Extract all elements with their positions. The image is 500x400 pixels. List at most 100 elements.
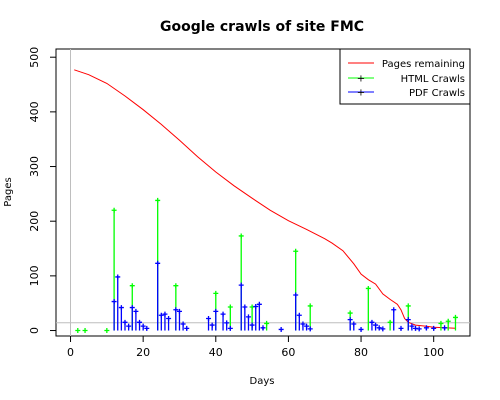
point-marker-html-crawls	[347, 310, 353, 316]
x-tick-label: 80	[354, 346, 368, 359]
point-marker-pdf-crawls	[416, 326, 422, 332]
point-marker-html-crawls	[365, 285, 371, 291]
y-tick-label: 100	[28, 265, 41, 286]
point-marker-html-crawls	[104, 328, 110, 334]
point-marker-pdf-crawls	[253, 303, 259, 309]
point-marker-pdf-crawls	[158, 312, 164, 318]
point-marker-pdf-crawls	[256, 301, 262, 307]
point-marker-pdf-crawls	[173, 307, 179, 313]
point-marker-pdf-crawls	[398, 325, 404, 331]
legend-label-pages-remaining: Pages remaining	[382, 59, 465, 70]
point-marker-html-crawls	[307, 303, 313, 309]
x-tick-label: 100	[423, 346, 444, 359]
x-tick-label: 0	[67, 346, 74, 359]
point-marker-pdf-crawls	[227, 325, 233, 331]
point-marker-html-crawls	[438, 320, 444, 326]
point-marker-pdf-crawls	[133, 308, 139, 314]
point-marker-html-crawls	[82, 328, 88, 334]
point-marker-pdf-crawls	[180, 321, 186, 327]
point-marker-pdf-crawls	[242, 304, 248, 310]
point-marker-pdf-crawls	[245, 314, 251, 320]
point-marker-pdf-crawls	[213, 308, 219, 314]
point-marker-pdf-crawls	[405, 317, 411, 323]
series-line-pages-remaining	[74, 69, 456, 329]
point-marker-pdf-crawls	[431, 325, 437, 331]
series-layer	[74, 69, 458, 334]
point-marker-pdf-crawls	[380, 326, 386, 332]
point-marker-pdf-crawls	[118, 305, 124, 311]
point-marker-pdf-crawls	[442, 325, 448, 331]
point-marker-html-crawls	[405, 303, 411, 309]
x-tick-label: 60	[281, 346, 295, 359]
point-marker-html-crawls	[155, 197, 161, 203]
point-marker-pdf-crawls	[162, 311, 168, 317]
point-marker-html-crawls	[264, 320, 270, 326]
chart-title: Google crawls of site FMC	[160, 19, 364, 35]
point-marker-pdf-crawls	[238, 282, 244, 288]
point-marker-pdf-crawls	[137, 319, 143, 325]
point-marker-pdf-crawls	[224, 320, 230, 326]
point-marker-pdf-crawls	[209, 322, 215, 328]
point-marker-html-crawls	[238, 233, 244, 239]
y-tick-label: 500	[28, 47, 41, 68]
point-marker-html-crawls	[293, 248, 299, 254]
legend: Pages remaining + HTML Crawls + PDF Craw…	[339, 48, 471, 105]
point-marker-pdf-crawls	[347, 317, 353, 323]
point-marker-pdf-crawls	[373, 322, 379, 328]
legend-marker-html-crawls: +	[357, 74, 365, 85]
point-marker-pdf-crawls	[351, 321, 357, 327]
plot-frame	[55, 48, 471, 337]
point-marker-pdf-crawls	[166, 316, 172, 322]
point-marker-html-crawls	[173, 283, 179, 289]
point-marker-pdf-crawls	[391, 307, 397, 313]
y-axis-title: Pages	[3, 177, 14, 206]
point-marker-pdf-crawls	[115, 274, 121, 280]
point-marker-pdf-crawls	[126, 323, 132, 329]
x-axis: 0 20 40 60 80 100	[67, 336, 444, 359]
x-axis-title: Days	[250, 376, 275, 387]
point-marker-pdf-crawls	[184, 325, 190, 331]
point-marker-pdf-crawls	[307, 326, 313, 332]
point-marker-pdf-crawls	[423, 325, 429, 331]
point-marker-html-crawls	[111, 207, 117, 213]
point-marker-html-crawls	[75, 328, 81, 334]
point-marker-pdf-crawls	[249, 322, 255, 328]
y-axis: 0 100 200 300 400 500	[28, 47, 56, 334]
point-marker-html-crawls	[227, 304, 233, 310]
legend-label-html-crawls: HTML Crawls	[401, 74, 465, 85]
point-marker-pdf-crawls	[369, 319, 375, 325]
point-marker-pdf-crawls	[293, 292, 299, 298]
point-marker-pdf-crawls	[260, 325, 266, 331]
point-marker-html-crawls	[213, 290, 219, 296]
point-marker-pdf-crawls	[296, 312, 302, 318]
y-tick-label: 0	[28, 327, 41, 334]
point-marker-pdf-crawls	[300, 321, 306, 327]
x-tick-label: 20	[136, 346, 150, 359]
point-marker-html-crawls	[387, 319, 393, 325]
legend-marker-pdf-crawls: +	[357, 88, 365, 99]
legend-box	[339, 48, 471, 105]
legend-label-pdf-crawls: PDF Crawls	[409, 88, 465, 99]
point-marker-pdf-crawls	[358, 326, 364, 332]
point-marker-html-crawls	[445, 318, 451, 324]
point-marker-pdf-crawls	[111, 299, 117, 305]
point-marker-pdf-crawls	[304, 323, 310, 329]
y-tick-label: 200	[28, 211, 41, 232]
y-tick-label: 400	[28, 101, 41, 122]
point-marker-html-crawls	[452, 314, 458, 320]
x-tick-label: 40	[209, 346, 223, 359]
point-marker-pdf-crawls	[206, 316, 212, 322]
point-marker-pdf-crawls	[176, 308, 182, 314]
point-marker-pdf-crawls	[129, 305, 135, 311]
point-marker-pdf-crawls	[278, 326, 284, 332]
point-marker-pdf-crawls	[122, 319, 128, 325]
point-marker-pdf-crawls	[155, 260, 161, 266]
point-marker-pdf-crawls	[220, 311, 226, 317]
point-marker-pdf-crawls	[376, 325, 382, 331]
point-marker-pdf-crawls	[144, 325, 150, 331]
point-marker-pdf-crawls	[140, 323, 146, 329]
point-marker-html-crawls	[129, 283, 135, 289]
y-tick-label: 300	[28, 156, 41, 177]
point-marker-pdf-crawls	[409, 323, 415, 329]
